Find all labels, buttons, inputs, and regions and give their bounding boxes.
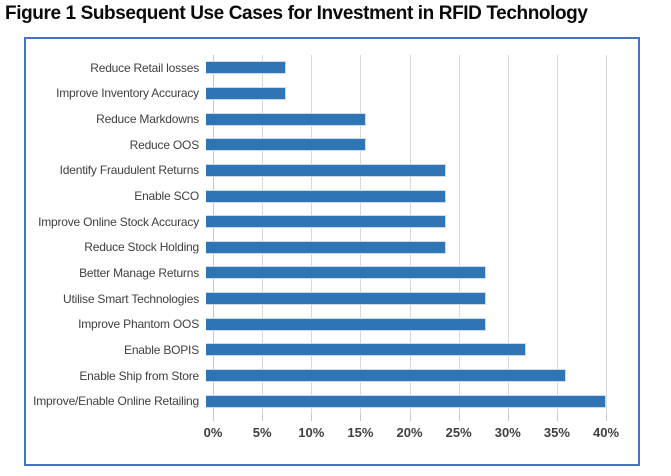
bar-track xyxy=(206,311,606,337)
bar xyxy=(206,86,286,100)
bar-track xyxy=(206,158,606,184)
x-tick-label: 35% xyxy=(543,425,570,440)
figure-title: Figure 1 Subsequent Use Cases for Invest… xyxy=(5,3,588,24)
bar-track xyxy=(206,234,606,260)
bar-track xyxy=(206,260,606,286)
bar xyxy=(206,240,446,254)
tick-mark xyxy=(311,414,313,421)
bar-track xyxy=(206,286,606,312)
category-label: Improve Phantom OOS xyxy=(78,317,199,332)
category-label: Enable SCO xyxy=(134,189,199,204)
tick-mark xyxy=(213,414,214,421)
x-axis-labels: 0% 5% 10% 15% 20% 25% 30% 35% 40% xyxy=(204,425,619,445)
gridlines xyxy=(213,55,607,414)
bar xyxy=(206,189,446,203)
bar xyxy=(206,292,486,306)
x-tick-label: 40% xyxy=(592,425,620,440)
bar xyxy=(206,112,366,126)
bar xyxy=(206,215,446,229)
bar-row: Better Manage Returns xyxy=(26,260,606,286)
category-label: Reduce Retail losses xyxy=(90,60,199,75)
gridline xyxy=(360,55,362,414)
x-axis-ticks xyxy=(213,414,607,421)
category-label: Enable Ship from Store xyxy=(79,368,199,383)
bar-track xyxy=(206,209,606,235)
bar xyxy=(206,163,446,177)
x-tick-label: 0% xyxy=(203,425,223,440)
bar-track xyxy=(206,55,606,81)
bar xyxy=(206,369,566,382)
x-tick-label: 10% xyxy=(298,425,325,440)
gridline xyxy=(606,55,607,414)
category-label: Reduce Markdowns xyxy=(96,112,199,127)
category-label: Better Manage Returns xyxy=(79,265,199,280)
bar-row: Improve Inventory Accuracy xyxy=(26,81,606,107)
bar xyxy=(206,343,526,357)
bar-row: Reduce OOS xyxy=(26,132,606,158)
bar-row: Improve Online Stock Accuracy xyxy=(26,209,606,235)
bar xyxy=(206,317,486,331)
bar xyxy=(206,61,286,75)
bar-track xyxy=(206,337,606,363)
bar-row: Identify Fraudulent Returns xyxy=(26,158,606,184)
bar-row: Reduce Retail losses xyxy=(26,55,606,81)
bar-track xyxy=(206,363,606,389)
bar-row: Utilise Smart Technologies xyxy=(26,286,606,312)
chart-frame: Reduce Retail losses Improve Inventory Ac… xyxy=(24,37,640,466)
category-label: Reduce OOS xyxy=(129,137,200,152)
bar-row: Reduce Stock Holding xyxy=(26,234,606,260)
bar-track xyxy=(206,132,606,158)
bar-row: Enable SCO xyxy=(26,183,606,209)
tick-mark xyxy=(262,414,264,421)
bar-track xyxy=(206,106,606,132)
bar-row: Enable BOPIS xyxy=(26,337,606,363)
gridline xyxy=(311,55,313,414)
gridline xyxy=(262,55,264,414)
gridline xyxy=(458,55,460,414)
plot-area: Reduce Retail losses Improve Inventory Ac… xyxy=(26,55,606,414)
bar-track xyxy=(206,183,606,209)
tick-mark xyxy=(458,414,460,421)
category-label: Identify Fraudulent Returns xyxy=(59,163,200,178)
bar-row: Improve/Enable Online Retailing xyxy=(26,388,606,414)
y-axis-line xyxy=(213,55,214,414)
x-tick-label: 20% xyxy=(396,425,423,440)
x-tick-label: 30% xyxy=(494,425,521,440)
category-label: Improve Online Stock Accuracy xyxy=(38,214,199,229)
bar xyxy=(206,394,606,408)
x-tick-label: 15% xyxy=(347,425,374,440)
gridline xyxy=(507,55,509,414)
tick-mark xyxy=(507,414,509,421)
x-tick-label: 25% xyxy=(445,425,472,440)
x-tick-label: 5% xyxy=(252,425,272,440)
bar-row: Reduce Markdowns xyxy=(26,106,606,132)
gridline xyxy=(556,55,558,414)
tick-mark xyxy=(360,414,362,421)
gridline xyxy=(409,55,411,414)
bar-track xyxy=(206,388,606,414)
bar-row: Improve Phantom OOS xyxy=(26,311,606,337)
category-label: Enable BOPIS xyxy=(124,342,199,357)
category-label: Reduce Stock Holding xyxy=(84,240,199,255)
tick-mark xyxy=(409,414,411,421)
category-label: Improve/Enable Online Retailing xyxy=(33,394,199,409)
bar-row: Enable Ship from Store xyxy=(26,363,606,389)
tick-mark xyxy=(606,414,607,421)
category-label: Utilise Smart Technologies xyxy=(63,291,199,306)
bar xyxy=(206,138,366,152)
tick-mark xyxy=(556,414,558,421)
category-label: Improve Inventory Accuracy xyxy=(56,86,199,101)
bar xyxy=(206,266,486,280)
bar-track xyxy=(206,81,606,107)
